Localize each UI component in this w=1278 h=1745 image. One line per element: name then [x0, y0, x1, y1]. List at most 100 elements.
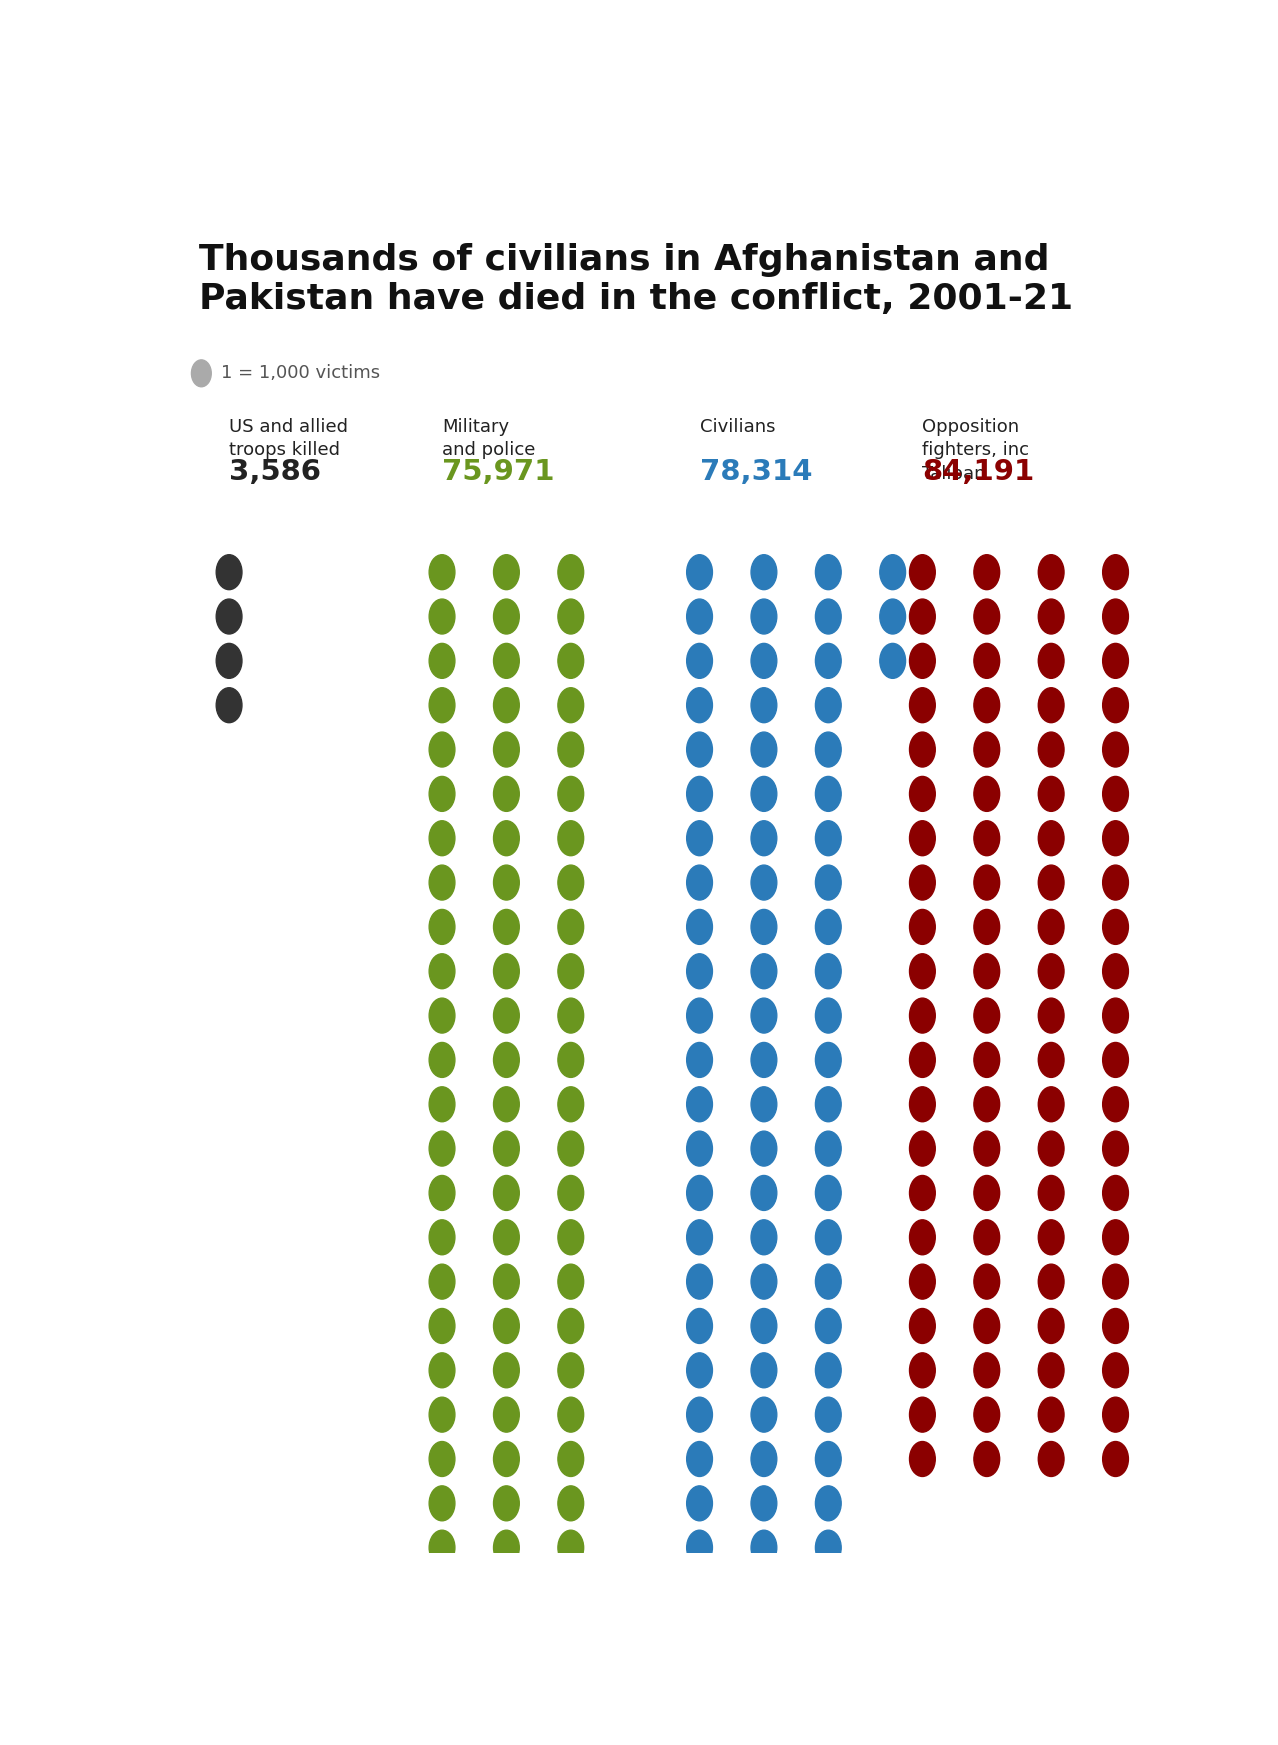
Ellipse shape [1103, 1441, 1128, 1476]
Ellipse shape [558, 1176, 584, 1211]
Ellipse shape [751, 1574, 777, 1609]
Ellipse shape [216, 555, 242, 590]
Ellipse shape [974, 777, 999, 811]
Ellipse shape [558, 777, 584, 811]
Ellipse shape [429, 1309, 455, 1344]
Ellipse shape [1103, 1131, 1128, 1166]
Ellipse shape [686, 1398, 712, 1433]
Ellipse shape [493, 866, 519, 900]
Ellipse shape [1103, 644, 1128, 679]
Ellipse shape [815, 599, 841, 633]
Text: 3,586: 3,586 [229, 457, 321, 485]
Ellipse shape [910, 1309, 935, 1344]
Ellipse shape [1038, 555, 1065, 590]
Text: Civilians: Civilians [699, 417, 774, 436]
Ellipse shape [974, 1398, 999, 1433]
Ellipse shape [1103, 1263, 1128, 1298]
Ellipse shape [686, 820, 712, 855]
Ellipse shape [558, 1352, 584, 1387]
Ellipse shape [815, 866, 841, 900]
Ellipse shape [815, 688, 841, 722]
Text: 84,191: 84,191 [923, 457, 1035, 485]
Ellipse shape [1103, 733, 1128, 768]
Ellipse shape [974, 733, 999, 768]
Ellipse shape [429, 1441, 455, 1476]
Ellipse shape [558, 1619, 584, 1654]
Ellipse shape [1103, 820, 1128, 855]
Ellipse shape [815, 820, 841, 855]
Ellipse shape [558, 1087, 584, 1122]
Ellipse shape [429, 688, 455, 722]
Ellipse shape [558, 599, 584, 633]
Ellipse shape [216, 688, 242, 722]
Ellipse shape [751, 1176, 777, 1211]
Ellipse shape [974, 1441, 999, 1476]
Ellipse shape [815, 1574, 841, 1609]
Ellipse shape [686, 1441, 712, 1476]
Text: US and allied
troops killed: US and allied troops killed [229, 417, 348, 459]
Ellipse shape [1103, 599, 1128, 633]
Ellipse shape [493, 1220, 519, 1255]
Ellipse shape [1038, 909, 1065, 944]
Ellipse shape [974, 555, 999, 590]
Ellipse shape [751, 599, 777, 633]
Ellipse shape [815, 1176, 841, 1211]
Ellipse shape [1038, 1042, 1065, 1077]
Ellipse shape [429, 1663, 455, 1698]
Ellipse shape [974, 599, 999, 633]
Ellipse shape [493, 955, 519, 989]
Ellipse shape [815, 555, 841, 590]
Ellipse shape [558, 1487, 584, 1522]
Ellipse shape [429, 820, 455, 855]
Ellipse shape [910, 733, 935, 768]
Ellipse shape [815, 1487, 841, 1522]
Ellipse shape [429, 599, 455, 633]
Ellipse shape [815, 1263, 841, 1298]
Ellipse shape [751, 1263, 777, 1298]
Ellipse shape [429, 1530, 455, 1565]
Ellipse shape [558, 820, 584, 855]
Ellipse shape [686, 1487, 712, 1522]
Ellipse shape [686, 1263, 712, 1298]
Ellipse shape [558, 1574, 584, 1609]
Ellipse shape [429, 1487, 455, 1522]
Ellipse shape [910, 998, 935, 1033]
Ellipse shape [493, 733, 519, 768]
Ellipse shape [751, 1042, 777, 1077]
Ellipse shape [1038, 733, 1065, 768]
Text: Military
and police: Military and police [442, 417, 535, 459]
Ellipse shape [751, 1309, 777, 1344]
Ellipse shape [686, 1352, 712, 1387]
Ellipse shape [910, 777, 935, 811]
Ellipse shape [216, 644, 242, 679]
Ellipse shape [751, 777, 777, 811]
Ellipse shape [1038, 1176, 1065, 1211]
Circle shape [192, 359, 211, 387]
Ellipse shape [686, 733, 712, 768]
Ellipse shape [1103, 555, 1128, 590]
Text: Opposition
fighters, inc
Taliban: Opposition fighters, inc Taliban [923, 417, 1029, 483]
Ellipse shape [686, 599, 712, 633]
Ellipse shape [558, 1309, 584, 1344]
Ellipse shape [558, 955, 584, 989]
Ellipse shape [815, 909, 841, 944]
Ellipse shape [1103, 1087, 1128, 1122]
Ellipse shape [493, 1574, 519, 1609]
Ellipse shape [1103, 866, 1128, 900]
Ellipse shape [1038, 1309, 1065, 1344]
Ellipse shape [815, 644, 841, 679]
Ellipse shape [493, 1087, 519, 1122]
Ellipse shape [493, 1441, 519, 1476]
Ellipse shape [493, 1309, 519, 1344]
Ellipse shape [1103, 909, 1128, 944]
Ellipse shape [493, 1263, 519, 1298]
Ellipse shape [879, 599, 906, 633]
Ellipse shape [493, 688, 519, 722]
Ellipse shape [493, 1398, 519, 1433]
Ellipse shape [751, 688, 777, 722]
Ellipse shape [751, 1619, 777, 1654]
Ellipse shape [686, 1042, 712, 1077]
Ellipse shape [558, 1263, 584, 1298]
Ellipse shape [910, 1131, 935, 1166]
Ellipse shape [429, 1042, 455, 1077]
